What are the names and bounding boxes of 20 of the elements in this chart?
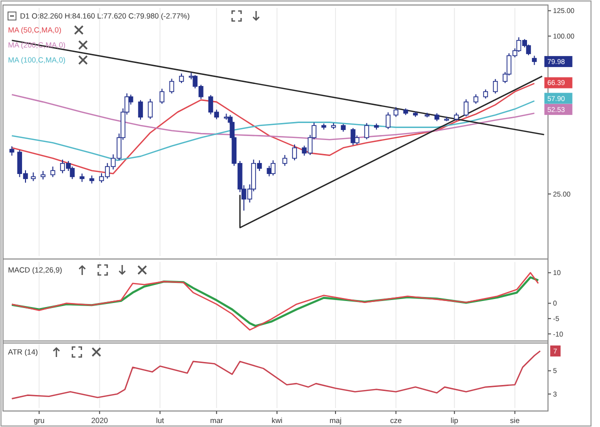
candlestick [492,78,498,94]
candlestick [464,98,469,117]
candlestick [394,106,398,118]
candlestick [473,94,478,104]
candlestick [386,112,391,130]
candlestick [292,144,297,161]
candlestick [270,160,276,176]
candlestick [160,88,164,104]
candlestick [179,73,184,84]
candlestick [483,88,488,100]
candlestick [138,100,143,120]
candlestick [350,128,356,146]
candlestick [50,166,56,178]
candlestick [9,146,14,156]
candlestick [532,55,537,66]
candlestick [148,98,153,120]
candlestick [169,78,174,94]
line-series [11,100,536,161]
candlestick [282,154,288,166]
candlestick [364,122,370,140]
